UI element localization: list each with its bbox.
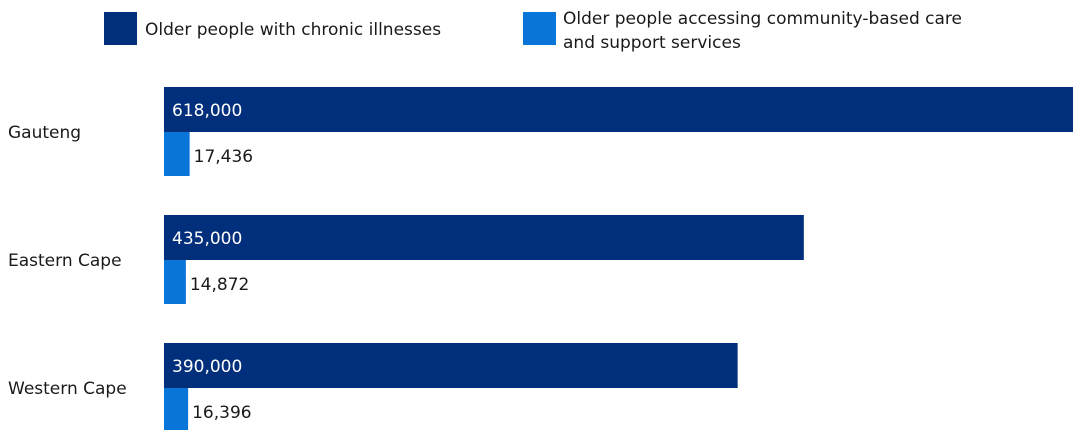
- category-labels: Gauteng Eastern Cape Western Cape: [8, 123, 127, 399]
- legend-label-line: and support services: [563, 33, 741, 53]
- legend: Older people with chronic illnesses Older…: [104, 9, 962, 53]
- legend-label-1: Older people with chronic illnesses: [145, 20, 441, 40]
- legend-swatch-1: [104, 12, 137, 45]
- data-label-series-1: 618,000: [172, 101, 242, 121]
- bar-series-1: [164, 343, 738, 388]
- bar-series-2: [164, 260, 186, 304]
- bar-series-1: [164, 215, 804, 260]
- data-label-series-2: 17,436: [194, 147, 253, 167]
- data-label-series-2: 16,396: [192, 403, 251, 423]
- category-label: Gauteng: [8, 123, 81, 143]
- bar-series-1: [164, 87, 1073, 132]
- value-labels: 618,000 17,436 435,000 14,872 390,000 16,396: [172, 101, 253, 423]
- legend-label-line: Older people accessing community-based c…: [563, 9, 962, 29]
- category-label: Eastern Cape: [8, 251, 122, 271]
- legend-label-line: Older people with chronic illnesses: [145, 20, 441, 40]
- legend-label-2: Older people accessing community-based c…: [563, 9, 962, 53]
- bar-series-2: [164, 388, 189, 430]
- bars: [164, 87, 1073, 430]
- data-label-series-2: 14,872: [190, 275, 249, 295]
- bar-series-2: [164, 132, 190, 176]
- data-label-series-1: 390,000: [172, 357, 242, 377]
- data-label-series-1: 435,000: [172, 229, 242, 249]
- legend-swatch-2: [523, 12, 556, 45]
- category-label: Western Cape: [8, 379, 127, 399]
